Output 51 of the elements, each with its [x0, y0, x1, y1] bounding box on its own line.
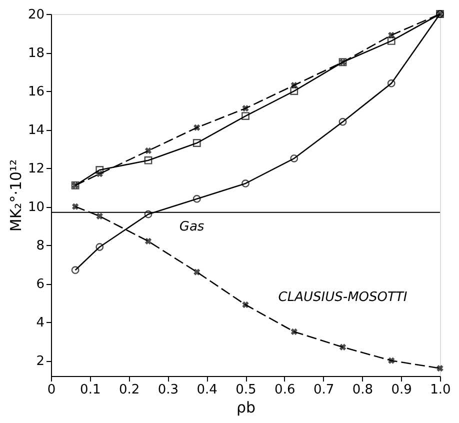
- x-tick-label: 0.5: [236, 382, 256, 398]
- y-tick-label: 6: [36, 277, 44, 292]
- x-axis-title: ρb: [236, 398, 256, 416]
- point: [388, 357, 395, 364]
- x-tick-label: 0.2: [118, 382, 140, 398]
- point: [242, 180, 250, 188]
- point: [192, 139, 201, 147]
- y-tick-label: 4: [36, 316, 44, 331]
- point: [339, 344, 346, 350]
- x-tick-label: 0.8: [352, 382, 374, 398]
- point: [242, 112, 250, 120]
- y-axis-title: MK₂°·10¹²: [6, 159, 25, 232]
- point: [144, 238, 152, 245]
- y-tick-label: 14: [28, 123, 44, 138]
- x-tick-label: 0.3: [158, 382, 179, 398]
- point: [387, 79, 396, 88]
- point: [192, 194, 201, 203]
- x-tick-label: 0: [47, 382, 56, 398]
- point: [72, 203, 79, 210]
- x-tick-label: 0.7: [313, 382, 334, 398]
- x-tick-label: 0.4: [196, 382, 218, 398]
- ref-line-label: Gas: [179, 219, 204, 234]
- point: [242, 301, 249, 308]
- y-tick-label: 16: [28, 84, 44, 100]
- y-tick-label: 2: [36, 354, 44, 370]
- x-tick-label: 0.6: [274, 382, 296, 398]
- x-tick-label: 0.9: [391, 382, 412, 398]
- x-tick-label: 1.0: [430, 382, 451, 398]
- point: [436, 364, 444, 372]
- point: [144, 156, 152, 164]
- point: [290, 154, 298, 162]
- point: [144, 210, 152, 218]
- point: [96, 212, 103, 220]
- y-tick-label: 12: [28, 162, 44, 177]
- point: [96, 166, 104, 174]
- y-tick-label: 20: [28, 8, 44, 22]
- point: [290, 87, 298, 95]
- point: [194, 268, 200, 276]
- point: [387, 37, 396, 45]
- point: [71, 266, 80, 274]
- point: [290, 328, 298, 336]
- y-tick-label: 8: [36, 238, 44, 254]
- point: [242, 105, 249, 112]
- point: [338, 118, 347, 126]
- y-tick-label: 18: [28, 46, 44, 62]
- point: [194, 124, 200, 131]
- point: [96, 243, 104, 251]
- series-label: CLAUSIUS-MOSOTTI: [278, 290, 408, 306]
- x-tick-label: 0.1: [80, 382, 101, 398]
- y-tick-label: 10: [28, 200, 44, 216]
- point: [144, 147, 152, 154]
